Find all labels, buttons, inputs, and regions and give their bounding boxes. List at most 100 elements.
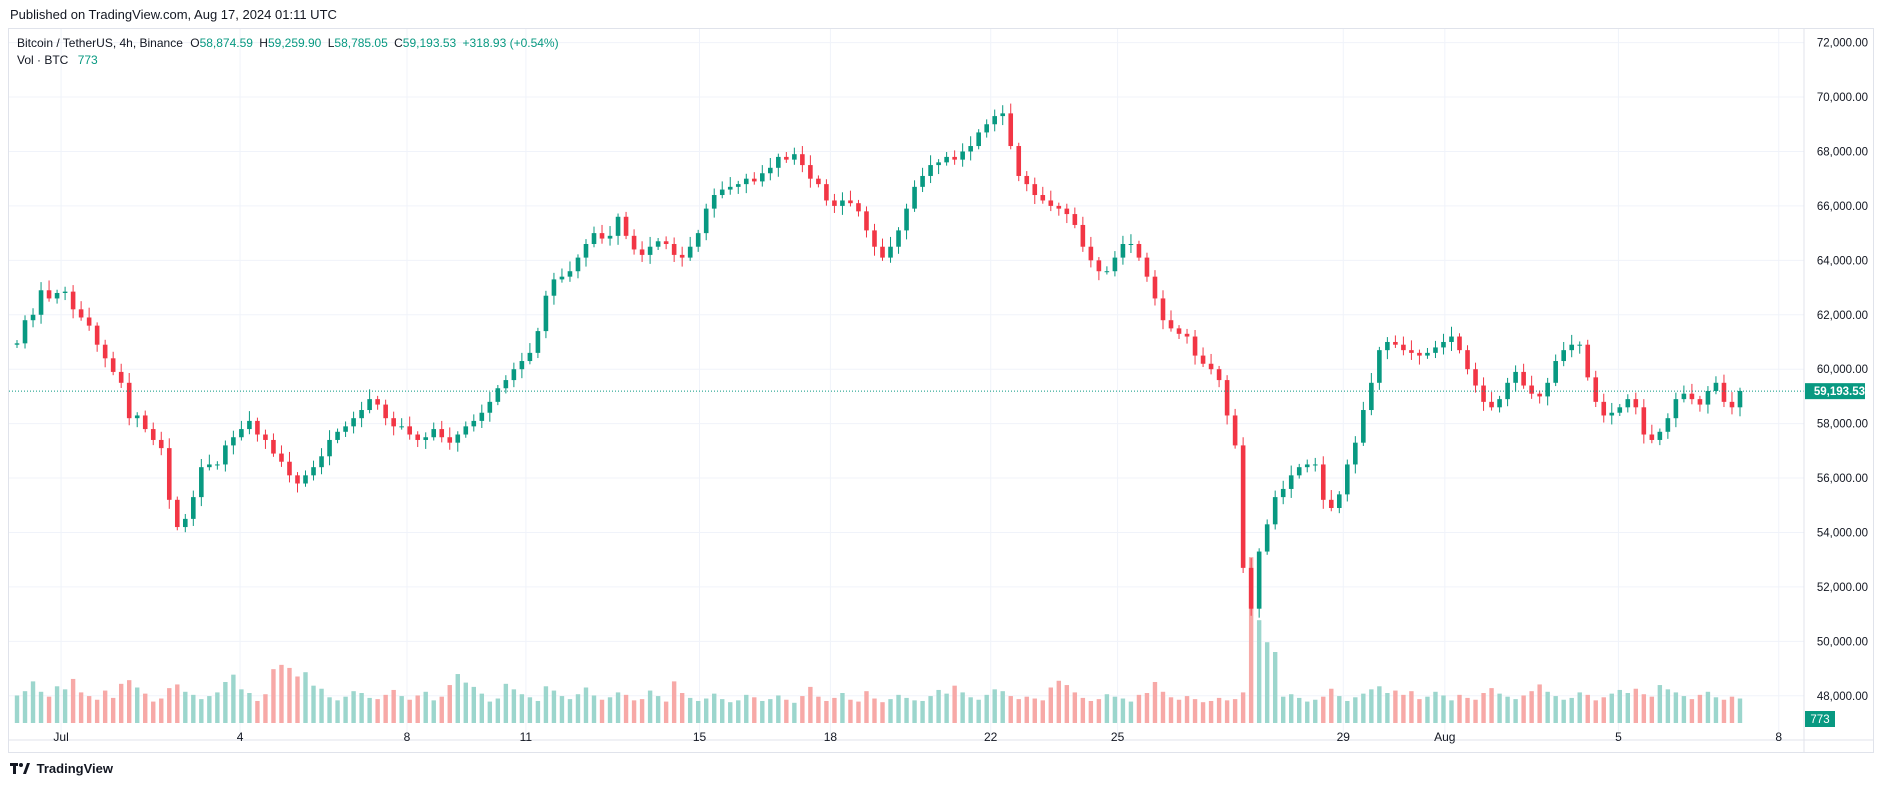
volume-bar xyxy=(511,689,517,723)
candle-body xyxy=(824,184,829,201)
candle-body xyxy=(639,249,645,255)
x-tick-label: 25 xyxy=(1111,730,1125,744)
price-axis[interactable]: 72,000.00 70,000.00 68,000.00 66,000.00 64,0… xyxy=(9,29,1874,752)
volume-bar xyxy=(1128,701,1134,723)
candle-body xyxy=(166,448,172,500)
volume-bar xyxy=(1184,696,1190,723)
volume-bar xyxy=(567,699,573,723)
candle-body xyxy=(864,211,869,231)
candle-body xyxy=(1345,464,1350,495)
volume-bar xyxy=(38,691,44,723)
volume-bar xyxy=(335,700,340,723)
candle-body xyxy=(199,467,204,498)
candle-body xyxy=(832,200,837,206)
time-axis[interactable]: Jul48111518222529Aug58121518 xyxy=(53,730,1874,744)
volume-bar xyxy=(415,695,420,723)
last-volume-badge-label: 773 xyxy=(1810,714,1829,726)
legend-symbol[interactable]: Bitcoin / TetherUS, 4h, Binance xyxy=(17,36,183,50)
volume-bar xyxy=(1192,699,1198,723)
candle-body xyxy=(920,175,925,187)
volume-bar xyxy=(1232,699,1238,723)
candle-body xyxy=(1232,415,1238,446)
candle-body xyxy=(54,292,60,299)
volume-bar xyxy=(391,689,396,723)
volume-bar xyxy=(1409,691,1414,723)
volume-bar xyxy=(575,694,581,723)
chart-plot[interactable]: 72,000.00 70,000.00 68,000.00 66,000.00 64,0… xyxy=(9,29,1874,752)
candle-body xyxy=(1481,385,1486,402)
legend-volume-label[interactable]: Vol · BTC xyxy=(17,53,69,67)
volume-bar xyxy=(695,700,701,723)
volume-bar xyxy=(519,694,525,723)
volume-bar xyxy=(1289,694,1294,723)
volume-bar xyxy=(175,684,180,723)
candle-body xyxy=(623,216,629,236)
volume-bar xyxy=(54,686,60,723)
candle-body xyxy=(1449,336,1454,342)
candle-body xyxy=(936,162,941,166)
volume-bar xyxy=(880,702,885,723)
candle-body xyxy=(800,154,805,166)
candle-body xyxy=(231,437,236,446)
volume-bar xyxy=(904,697,909,723)
volume-bar xyxy=(151,701,156,723)
candle-body xyxy=(647,246,653,255)
volume-bar xyxy=(1136,694,1142,723)
candle-body xyxy=(543,295,549,332)
legend-volume: 773 xyxy=(77,53,98,67)
volume-bar xyxy=(1024,696,1029,723)
volume-bar xyxy=(1016,699,1021,723)
candle-body xyxy=(287,461,292,476)
candle-body xyxy=(495,388,501,402)
volume-bar xyxy=(62,689,68,723)
axis-badges: 59,193.53 773 xyxy=(1805,383,1865,727)
volume-bar xyxy=(928,696,933,723)
candle-body xyxy=(727,186,733,190)
candle-body xyxy=(856,203,861,212)
volume-bar xyxy=(1168,697,1174,723)
volume-bar xyxy=(1216,697,1222,723)
candle-body xyxy=(126,382,132,419)
volume-bar xyxy=(143,693,148,723)
footer-brand[interactable]: TradingView xyxy=(10,761,113,776)
volume-bar xyxy=(319,688,324,723)
volume-bar xyxy=(1200,702,1206,723)
volume-bar xyxy=(1553,696,1558,723)
volume-bar xyxy=(495,698,501,723)
candle-body xyxy=(303,475,308,484)
candle-body xyxy=(792,154,797,160)
candle-body xyxy=(38,290,44,315)
candle-body xyxy=(223,445,228,465)
candle-body xyxy=(1184,333,1190,337)
legend-close: 59,193.53 xyxy=(402,36,457,50)
candle-body xyxy=(1633,399,1639,408)
candle-body xyxy=(1505,382,1510,400)
candle-body xyxy=(439,429,445,438)
candle-body xyxy=(471,420,477,427)
candle-body xyxy=(872,230,877,247)
candle-body xyxy=(1561,350,1566,362)
candle-body xyxy=(1489,401,1494,408)
volume-bar xyxy=(1048,687,1053,723)
candle-body xyxy=(391,418,396,427)
volume-bar xyxy=(1256,620,1262,723)
candle-body xyxy=(1272,497,1278,525)
volume-bar xyxy=(1593,700,1598,723)
volume-bar xyxy=(1457,694,1462,723)
volume-bar xyxy=(599,699,605,723)
candle-body xyxy=(719,189,725,196)
candle-body xyxy=(840,200,845,206)
volume-bar xyxy=(383,694,388,723)
volume-bar xyxy=(1072,692,1078,723)
volume-bar xyxy=(407,699,412,723)
volume-bar xyxy=(1689,699,1695,723)
x-tick-label: 4 xyxy=(237,730,244,744)
volume-bar xyxy=(503,683,509,723)
volume-bar xyxy=(1096,699,1102,723)
x-tick-label: 5 xyxy=(1615,730,1622,744)
candle-body xyxy=(1649,434,1655,440)
candle-body xyxy=(62,291,68,293)
candle-body xyxy=(487,401,493,413)
volume-bar xyxy=(832,697,837,723)
volume-bar xyxy=(615,692,621,723)
